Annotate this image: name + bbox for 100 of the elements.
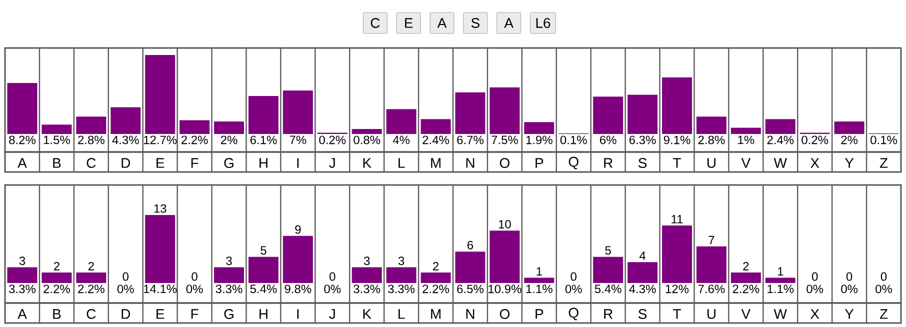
data-label: 0.1% (870, 136, 897, 144)
text: 2.2% (422, 284, 450, 294)
bar (696, 246, 726, 283)
text: E (405, 18, 413, 28)
data-label: 0 (192, 272, 198, 281)
bar (628, 94, 658, 134)
data-label: 2 (88, 262, 94, 270)
data-label: 4 (639, 252, 646, 260)
bar (110, 107, 141, 134)
data-label: 1.9% (526, 136, 552, 144)
x-tick-label: N (466, 158, 474, 168)
x-tick-label: X (810, 158, 820, 168)
data-label: 12.7% (144, 136, 177, 144)
data-label: 0.8% (354, 136, 380, 144)
x-tick-label: X (810, 309, 820, 319)
bar (214, 267, 244, 283)
bar (214, 122, 244, 134)
data-label: 4.3% (112, 136, 139, 144)
text: 3.3% (354, 284, 380, 294)
text: 3.3% (216, 284, 242, 294)
x-tick-label: R (604, 309, 612, 319)
bar (386, 109, 416, 134)
x-tick-label: Z (880, 309, 888, 319)
x-tick-label: D (122, 309, 130, 319)
data-label: 6.3% (629, 136, 656, 144)
x-tick-label: C (86, 309, 96, 319)
x-tick-label: I (297, 309, 299, 319)
x-tick-label: L (398, 158, 405, 168)
data-label: 6.7% (457, 136, 484, 144)
text: C (370, 18, 380, 28)
data-label: 10 (498, 220, 511, 228)
x-tick-label: O (500, 158, 510, 168)
data-label: 4% (392, 136, 410, 144)
x-tick-label: Y (844, 158, 854, 168)
data-label: 5 (605, 246, 611, 255)
x-tick-label: R (604, 158, 612, 168)
x-tick-label: S (638, 309, 647, 319)
bar (282, 90, 313, 134)
data-label: 5 (260, 246, 266, 255)
data-label: 2.4% (767, 136, 794, 144)
bar (76, 272, 106, 283)
data-label: 1.5% (44, 136, 70, 144)
x-tick-label: Y (844, 309, 854, 319)
data-label: 11 (672, 215, 683, 224)
x-tick-label: K (363, 158, 372, 168)
text: S (471, 18, 480, 28)
data-label: 0 (570, 272, 576, 281)
x-tick-label: I (297, 158, 299, 168)
text: 0% (117, 284, 134, 294)
x-tick-label: F (191, 309, 198, 319)
text: 0% (806, 284, 824, 294)
data-label: 2 (743, 262, 749, 270)
text: 3.3% (388, 284, 415, 294)
bar (524, 278, 554, 283)
text: 0% (186, 284, 203, 294)
bar (593, 256, 624, 283)
data-label: 2.8% (698, 136, 725, 144)
data-label: 3 (398, 256, 404, 266)
bar (455, 252, 486, 283)
x-tick-label: Q (568, 156, 578, 170)
x-tick-label: B (53, 158, 61, 168)
data-label: 0 (880, 272, 887, 281)
data-label: 2% (841, 136, 858, 144)
bar (42, 272, 72, 283)
x-tick-label: K (363, 309, 372, 319)
bar (524, 122, 554, 134)
bar (662, 225, 692, 283)
data-label: 0.1% (560, 136, 587, 144)
bar (76, 116, 106, 134)
text: 4.3% (629, 284, 656, 294)
data-label: 2% (220, 136, 238, 144)
bar (145, 54, 176, 134)
data-label: 2 (54, 262, 60, 270)
x-tick-label: M (431, 158, 440, 168)
x-tick-label: C (86, 158, 96, 168)
x-tick-label: S (638, 158, 647, 168)
text: A (504, 18, 514, 28)
x-tick-label: U (707, 158, 716, 168)
data-label: 9 (295, 225, 301, 234)
x-tick-label: V (741, 158, 751, 168)
bar (628, 262, 658, 283)
bar (765, 119, 796, 134)
x-tick-label: H (260, 158, 268, 168)
data-label: 0 (812, 272, 818, 281)
data-label: 8.2% (9, 136, 36, 144)
x-tick-label: A (18, 309, 27, 319)
text: 14.1% (144, 284, 177, 294)
x-tick-label: G (224, 158, 234, 168)
text: 2.2% (44, 284, 70, 294)
x-tick-label: M (431, 309, 440, 319)
data-label: 6% (600, 136, 616, 144)
data-label: 7.5% (492, 136, 518, 144)
bar (730, 128, 761, 134)
bar (7, 82, 38, 134)
x-tick-label: T (673, 158, 681, 168)
x-tick-label: F (191, 158, 198, 168)
bar (765, 278, 796, 283)
data-label: 13 (154, 204, 166, 213)
text: 2.2% (78, 284, 104, 294)
text: A (437, 18, 447, 28)
